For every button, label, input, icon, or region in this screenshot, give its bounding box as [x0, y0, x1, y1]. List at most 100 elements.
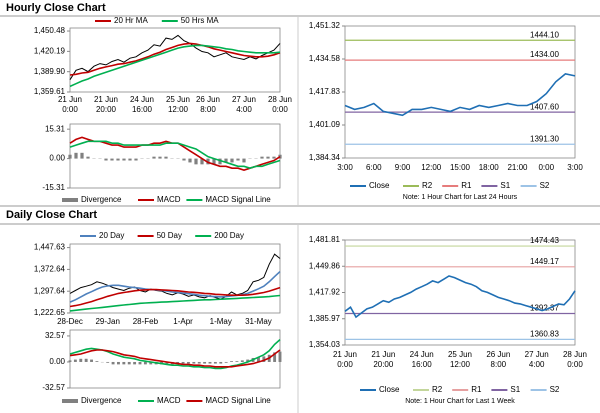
legend-label: 20 Hr MA	[114, 16, 148, 25]
y-tick-label: 32.57	[45, 331, 66, 340]
legend-label: R2	[432, 385, 443, 394]
legend-swatch	[62, 198, 78, 202]
legend-label: S1	[500, 181, 510, 190]
y-tick-label: 15.31	[45, 124, 66, 133]
level-label: 1392.37	[530, 304, 559, 313]
x-tick-label: 0:00	[272, 105, 288, 114]
x-tick-label: 3:00	[567, 163, 583, 172]
x-tick-label: 12:00	[421, 163, 442, 172]
divergence-bar	[176, 361, 180, 364]
chart-note: Note: 1 Hour Chart for Last 1 Week	[405, 398, 515, 405]
divergence-bar	[111, 361, 115, 365]
level-label: 1449.17	[530, 257, 559, 266]
divergence-bar	[79, 358, 83, 362]
x-tick-label: 29-Jan	[95, 317, 119, 326]
series-line	[69, 44, 281, 88]
divergence-bar	[73, 359, 77, 362]
x-tick-label: 21:00	[507, 163, 528, 172]
divergence-bar	[80, 152, 84, 159]
divergence-bar	[74, 152, 78, 159]
x-tick-label: 20:00	[373, 360, 394, 369]
x-tick-label: 28 Jun	[268, 95, 292, 104]
divergence-bar	[116, 158, 120, 161]
y-tick-label: -15.31	[42, 183, 65, 192]
x-tick-label: 16:00	[412, 360, 433, 369]
divergence-bar	[260, 156, 264, 159]
divergence-bar	[272, 156, 276, 159]
legend-swatch	[62, 399, 78, 403]
divergence-bar	[106, 361, 110, 363]
divergence-bar	[200, 158, 204, 165]
divergence-bar	[213, 361, 217, 364]
divergence-bar	[230, 361, 233, 362]
legend-label: 20 Day	[99, 231, 124, 240]
legend-label: MACD Signal Line	[205, 396, 271, 405]
y-tick-label: -32.57	[42, 383, 65, 392]
x-tick-label: 21 Jun	[94, 95, 118, 104]
x-tick-label: 31-May	[245, 317, 272, 326]
divergence-bar	[68, 360, 72, 362]
divergence-bar	[122, 361, 126, 365]
divergence-bar	[273, 352, 277, 362]
level-label: 1444.10	[530, 30, 559, 39]
x-tick-label: 4:00	[236, 105, 252, 114]
divergence-bar	[236, 158, 240, 161]
x-tick-label: 16:00	[132, 105, 153, 114]
level-label: 1407.60	[530, 102, 559, 111]
series-line	[69, 349, 281, 368]
divergence-bar	[194, 158, 198, 165]
y-tick-label: 1,417.83	[309, 87, 341, 96]
divergence-bar	[278, 351, 282, 362]
plot-frame	[69, 243, 281, 314]
x-tick-label: 8:00	[491, 360, 507, 369]
legend-label: R1	[461, 181, 472, 190]
divergence-bar	[187, 361, 190, 364]
series-line	[344, 73, 576, 117]
divergence-bar	[218, 158, 222, 165]
legend-label: R2	[422, 181, 433, 190]
y-tick-label: 1,389.90	[34, 67, 66, 76]
divergence-bar	[104, 158, 108, 161]
divergence-bar	[127, 361, 131, 365]
divergence-bar	[246, 359, 250, 362]
y-tick-label: 1,451.32	[309, 21, 341, 30]
divergence-bar	[203, 361, 207, 364]
y-tick-label: 1,359.61	[34, 87, 66, 96]
divergence-bar	[197, 361, 201, 364]
divergence-bar	[235, 361, 239, 362]
price-line	[69, 253, 281, 300]
divergence-bar	[90, 359, 93, 362]
y-tick-label: 1,447.63	[34, 243, 66, 252]
legend-label: Close	[379, 385, 400, 394]
x-tick-label: 12:00	[168, 105, 189, 114]
x-tick-label: 0:00	[337, 360, 353, 369]
y-tick-label: 1,450.48	[34, 26, 66, 35]
price-line	[69, 34, 281, 80]
divergence-bar	[86, 156, 90, 159]
x-tick-label: 26 Jun	[196, 95, 220, 104]
y-tick-label: 1,434.58	[309, 54, 341, 63]
x-tick-label: 1-May	[210, 317, 232, 326]
series-line	[69, 42, 281, 76]
x-tick-label: 3:00	[337, 163, 353, 172]
y-tick-label: 1,384.34	[309, 153, 341, 162]
x-tick-label: 20:00	[96, 105, 117, 114]
legend-label: MACD	[157, 396, 181, 405]
divergence-bar	[164, 156, 168, 159]
x-tick-label: 21 Jun	[58, 95, 82, 104]
divergence-bar	[117, 361, 120, 365]
y-tick-label: 1,385.97	[309, 314, 341, 323]
divergence-bar	[84, 358, 88, 362]
x-tick-label: 25 Jun	[166, 95, 190, 104]
section-title: Hourly Close Chart	[6, 2, 106, 14]
divergence-bar	[122, 158, 126, 161]
divergence-bar	[224, 361, 228, 363]
x-tick-label: 18:00	[479, 163, 500, 172]
divergence-bar	[257, 357, 260, 362]
legend-label: R1	[471, 385, 482, 394]
x-tick-label: 26 Jun	[486, 350, 510, 359]
x-tick-label: 0:00	[538, 163, 554, 172]
plot-frame	[69, 27, 281, 93]
legend-label: 50 Day	[157, 231, 182, 240]
